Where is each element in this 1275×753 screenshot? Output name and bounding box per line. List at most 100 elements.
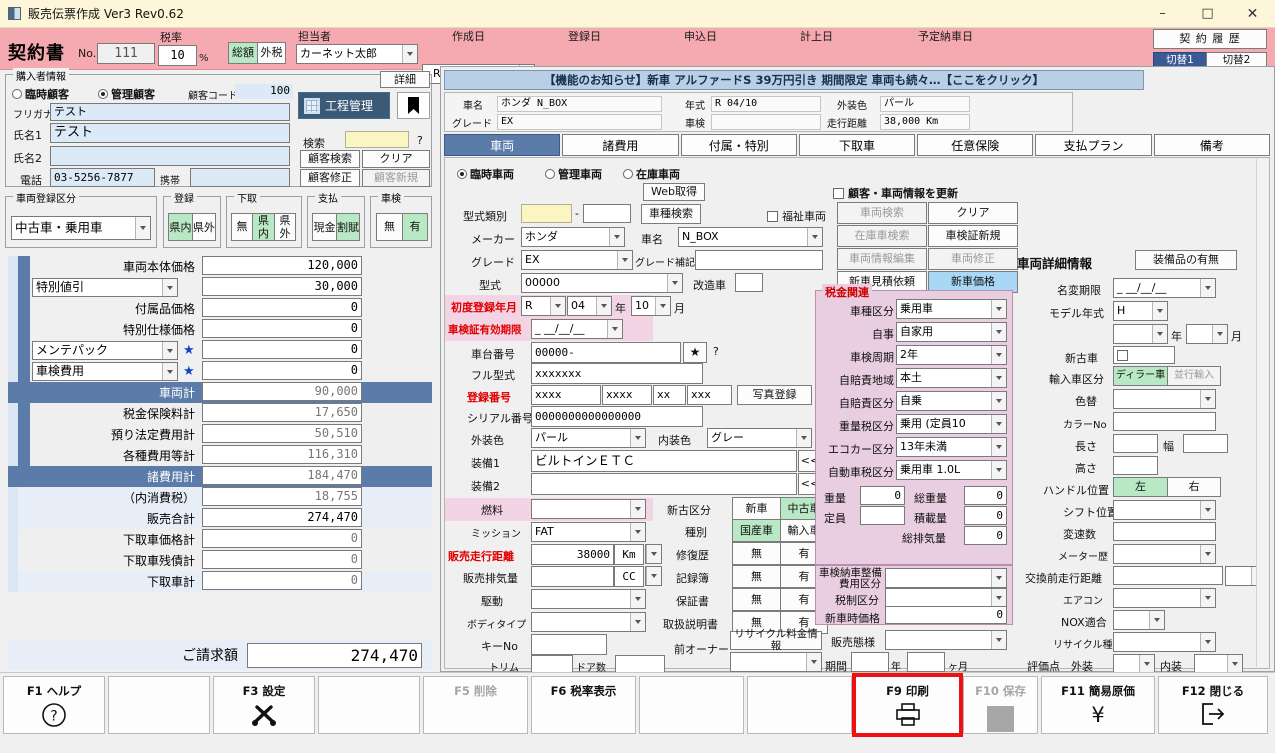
photo-register-button[interactable]: 写真登録	[737, 385, 812, 405]
maint-select[interactable]	[885, 568, 1007, 588]
radio-temp-vehicle[interactable]: 臨時車両	[457, 166, 514, 182]
customer-new-button[interactable]: 顧客新規	[362, 169, 430, 187]
price-row-select[interactable]: 車検費用	[32, 362, 178, 381]
prev-owner-select[interactable]	[730, 652, 822, 672]
handle-left-button[interactable]: 左	[1113, 477, 1167, 497]
newused-new-button[interactable]: 新車	[732, 497, 780, 520]
price-row-value[interactable]: 184,470	[202, 466, 362, 485]
model-select[interactable]: 00000	[521, 273, 683, 293]
customer-edit-button[interactable]: 顧客修正	[300, 169, 360, 187]
tab-2[interactable]: 付属・特別	[680, 134, 797, 156]
drive-select[interactable]	[531, 589, 646, 609]
search-input[interactable]	[345, 131, 409, 148]
sale-disp-input[interactable]	[531, 566, 614, 587]
model-year-y-select[interactable]	[1113, 324, 1168, 344]
vehicle-clear-button[interactable]: クリア	[928, 202, 1018, 224]
type-class-b-input[interactable]	[583, 204, 631, 223]
price-row-value[interactable]: 0	[202, 319, 362, 338]
favorite-star-icon[interactable]: ★	[183, 343, 195, 358]
newprice-input[interactable]: 0	[885, 606, 1007, 624]
tax-mode-exclusive-button[interactable]: 外税	[257, 42, 286, 64]
notice-banner[interactable]: 【機能のお知らせ】新車 アルファードS 39万円引き 期間限定 車両も続々…【こ…	[444, 70, 1144, 90]
eval-ext-select[interactable]	[1113, 654, 1155, 674]
new-used-stock-check[interactable]	[1113, 346, 1175, 364]
prev-mileage-input[interactable]	[1113, 566, 1223, 585]
inspection-none-button[interactable]: 無	[376, 213, 402, 241]
minimize-button[interactable]: –	[1159, 6, 1166, 21]
load-input[interactable]: 0	[964, 506, 1007, 525]
furigana-input[interactable]: テスト	[50, 103, 290, 121]
carname-select[interactable]: N_BOX	[678, 227, 823, 247]
vehicle-search-button[interactable]: 車両検索	[837, 202, 927, 224]
price-row-value[interactable]: 116,310	[202, 445, 362, 464]
sale-mode-select[interactable]	[885, 630, 1007, 650]
price-row-value[interactable]: 0	[202, 529, 362, 548]
price-row-value[interactable]: 0	[202, 571, 362, 590]
tab-5[interactable]: 支払プラン	[1035, 134, 1152, 156]
name2-input[interactable]	[50, 146, 290, 166]
function-key-3[interactable]: F3 設定	[213, 676, 315, 734]
grade-select[interactable]: EX	[521, 250, 633, 270]
regno-part3-input[interactable]: xx	[653, 385, 686, 405]
vehicle-fix-button[interactable]: 車両修正	[928, 248, 1018, 270]
price-row-value[interactable]: 18,755	[202, 487, 362, 506]
tab-3[interactable]: 下取車	[798, 134, 916, 156]
stock-search-button[interactable]: 在庫車検索	[837, 225, 927, 247]
price-row-select[interactable]: メンテパック	[32, 341, 178, 360]
price-row-value[interactable]: 0	[202, 550, 362, 569]
equipment-presence-button[interactable]: 装備品の有無	[1135, 250, 1237, 270]
tax-mode-inclusive-button[interactable]: 総額	[228, 42, 257, 64]
radio-stock-vehicle[interactable]: 在庫車両	[623, 166, 680, 182]
sale-mileage-input[interactable]: 38000	[531, 544, 614, 565]
update-info-checkbox[interactable]: 顧客・車両情報を更新	[833, 185, 958, 201]
color-change-select[interactable]	[1113, 389, 1216, 409]
customer-search-button[interactable]: 顧客検索	[300, 150, 360, 168]
price-row-value[interactable]: 50,510	[202, 424, 362, 443]
meter-history-select[interactable]	[1113, 544, 1216, 564]
fuel-select[interactable]	[531, 499, 646, 519]
recycle-fee-button[interactable]: リサイクル料金情報	[730, 629, 822, 651]
price-row-value[interactable]: 274,470	[202, 508, 362, 527]
warranty-none-button[interactable]: 無	[732, 588, 780, 611]
radio-managed-vehicle[interactable]: 管理車両	[545, 166, 602, 182]
inspection-yes-button[interactable]: 有	[402, 213, 428, 241]
kind-domestic-button[interactable]: 国産車	[732, 519, 780, 542]
shaken-exp-select[interactable]: _ __/__/__	[531, 319, 623, 339]
trade-in-outside-button[interactable]: 県外	[274, 213, 296, 241]
record-none-button[interactable]: 無	[732, 565, 780, 588]
price-row-value[interactable]: 90,000	[202, 382, 362, 401]
grade-note-input[interactable]	[695, 250, 823, 270]
model-search-button[interactable]: 車種検索	[641, 204, 701, 224]
tax-row-select[interactable]: 本土	[896, 368, 1007, 388]
web-get-button[interactable]: Web取得	[643, 183, 705, 201]
width-input[interactable]	[1183, 434, 1228, 453]
tab-6[interactable]: 備考	[1153, 134, 1270, 156]
vehicle-info-edit-button[interactable]: 車両情報編集	[837, 248, 927, 270]
first-reg-era-select[interactable]: R	[521, 296, 566, 316]
eval-int-select[interactable]	[1194, 654, 1243, 674]
contract-history-button[interactable]: 契 約 履 歴	[1153, 29, 1267, 49]
payment-cash-button[interactable]: 現金	[312, 213, 336, 241]
tax-row-select[interactable]: 乗用車 1.0L	[896, 460, 1007, 480]
function-key-11[interactable]: F11 簡易原価 ¥	[1041, 676, 1155, 734]
tax-row-select[interactable]: 13年未満	[896, 437, 1007, 457]
capacity-input[interactable]	[860, 506, 905, 525]
repair-none-button[interactable]: 無	[732, 542, 780, 565]
maker-select[interactable]: ホンダ	[521, 227, 625, 247]
function-key-12[interactable]: F12 閉じる	[1158, 676, 1268, 734]
first-reg-year-select[interactable]: 04	[567, 296, 612, 316]
sale-mileage-unit-select[interactable]	[645, 544, 662, 564]
model-year-era-select[interactable]: H	[1113, 301, 1168, 321]
color-no-input[interactable]	[1113, 412, 1216, 431]
gear-count-input[interactable]	[1113, 522, 1216, 541]
tax-row-select[interactable]: 自家用	[896, 322, 1007, 342]
tax-row-select[interactable]: 自乗	[896, 391, 1007, 411]
regno-part4-input[interactable]: xxx	[687, 385, 732, 405]
favorite-star-icon[interactable]: ★	[183, 364, 195, 379]
import-parallel-button[interactable]: 並行輸入	[1167, 366, 1221, 386]
price-row-select[interactable]: 特別値引	[32, 278, 178, 297]
handle-right-button[interactable]: 右	[1167, 477, 1221, 497]
close-button[interactable]: ✕	[1246, 5, 1259, 22]
period-month-input[interactable]	[907, 652, 945, 672]
phone-input[interactable]: 03-5256-7877	[50, 168, 155, 187]
